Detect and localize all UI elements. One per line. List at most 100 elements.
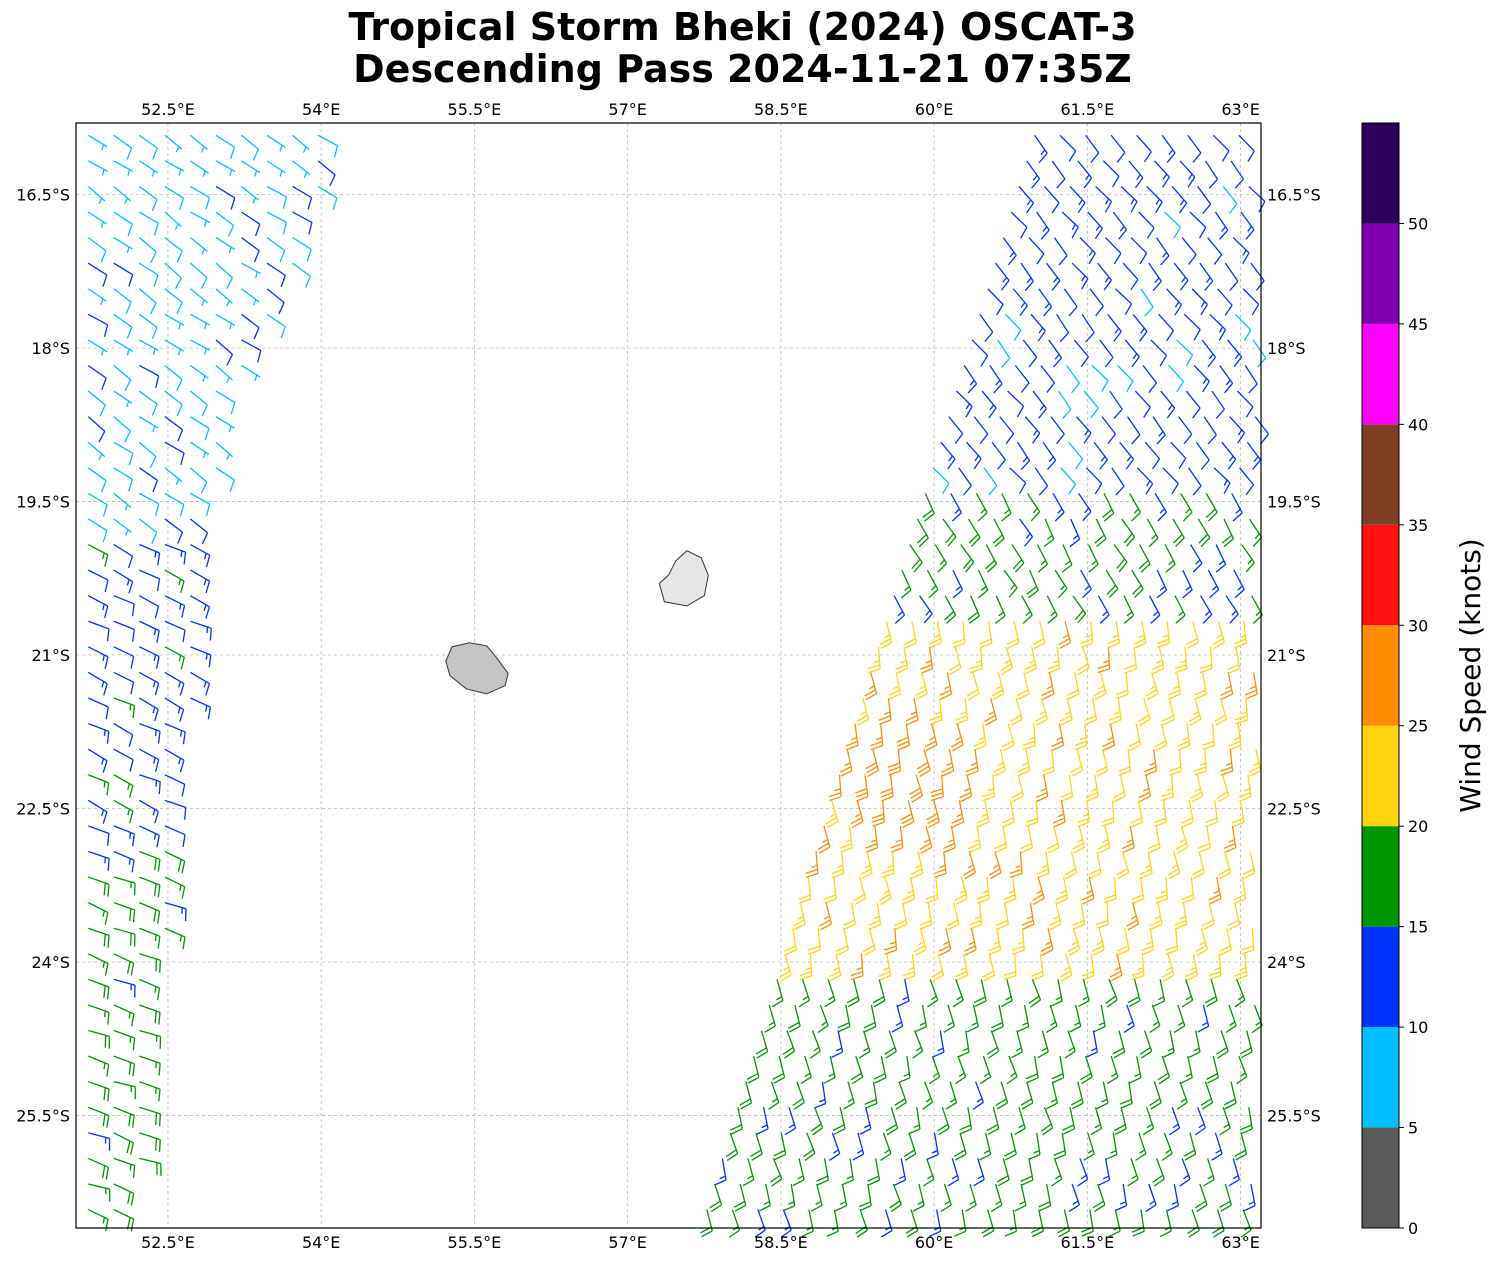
barb-half-flag — [1025, 611, 1031, 617]
barb-flag — [900, 589, 912, 599]
barb-shaft — [241, 134, 259, 150]
wind-barb — [87, 211, 108, 228]
barb-flag — [130, 1193, 135, 1206]
barb-flag — [1090, 407, 1099, 419]
barb-flag — [1156, 434, 1166, 445]
barb-flag — [1035, 791, 1048, 799]
barb-half-flag — [1231, 610, 1237, 616]
barb-flag — [1239, 795, 1252, 802]
barb-shaft — [164, 774, 185, 785]
barb-half-flag — [1237, 995, 1244, 1001]
wind-barb — [881, 851, 895, 878]
barb-flag — [966, 689, 979, 697]
wind-barb — [1207, 237, 1223, 265]
barb-flag — [1093, 1026, 1106, 1033]
barb-flag — [1117, 949, 1130, 956]
wind-barb — [955, 1055, 967, 1085]
wind-barb — [1087, 211, 1103, 240]
lat-tick-label-left: 25.5°S — [16, 1106, 70, 1125]
barb-flag — [128, 274, 134, 287]
barb-shaft — [1122, 262, 1139, 281]
barb-shaft — [1212, 134, 1230, 152]
barb-half-flag — [178, 758, 182, 765]
wind-barb — [241, 134, 260, 161]
barb-flag — [1116, 693, 1129, 700]
wind-barb — [1048, 902, 1062, 931]
barb-half-flag — [1054, 354, 1060, 360]
barb-half-flag — [203, 578, 207, 586]
barb-half-flag — [1185, 508, 1191, 514]
wind-barb — [87, 748, 108, 773]
wind-barb — [1227, 646, 1241, 675]
barb-half-flag — [1223, 1123, 1230, 1129]
wind-barb — [88, 978, 110, 1000]
wind-barb — [266, 185, 288, 210]
barb-flag — [1116, 945, 1129, 952]
barb-flag — [176, 250, 183, 263]
barb-flag — [1209, 898, 1222, 905]
barb-half-flag — [103, 1062, 106, 1070]
barb-flag — [1114, 1124, 1126, 1132]
barb-half-flag — [1044, 302, 1050, 309]
barb-flag — [179, 760, 185, 773]
barb-shaft — [1224, 262, 1239, 282]
barb-half-flag — [969, 380, 975, 386]
barb-flag — [991, 689, 1004, 697]
barb-flag — [1080, 356, 1089, 368]
barb-half-flag — [103, 781, 106, 788]
wind-barb — [1042, 441, 1057, 471]
barb-half-flag — [1152, 611, 1159, 617]
wind-barb — [1099, 339, 1114, 368]
barb-half-flag — [900, 660, 907, 664]
barb-half-flag — [102, 961, 106, 968]
barb-flag — [1061, 564, 1073, 573]
wind-barb — [1174, 595, 1186, 624]
barb-flag — [1131, 434, 1141, 445]
wind-barb — [873, 1055, 887, 1084]
wind-barb — [164, 441, 185, 466]
barb-flag — [953, 642, 966, 648]
barb-flag — [709, 1200, 721, 1209]
wind-barb — [1040, 928, 1054, 956]
barb-flag — [1026, 586, 1038, 595]
barb-flag — [886, 1127, 898, 1136]
barb-flag — [792, 919, 805, 927]
wind-barb — [1083, 390, 1099, 419]
barb-flag — [1014, 1127, 1026, 1136]
barb-flag — [739, 1098, 751, 1106]
barb-flag — [803, 1149, 814, 1158]
wind-barb — [902, 953, 916, 981]
wind-barb — [113, 1029, 136, 1051]
wind-barb — [1026, 493, 1041, 522]
barb-flag — [102, 1113, 106, 1127]
wind-barb — [914, 672, 928, 701]
barb-flag — [130, 1218, 135, 1232]
lon-tick-label-top: 58.5°E — [754, 100, 808, 119]
barb-half-flag — [887, 864, 894, 868]
barb-half-flag — [1050, 611, 1056, 617]
barb-flag — [1082, 511, 1092, 522]
barb-flag — [951, 817, 964, 824]
wind-barb — [946, 902, 960, 931]
barb-flag — [1213, 1230, 1225, 1238]
barb-flag — [279, 250, 286, 263]
wind-barb — [952, 979, 964, 1008]
wind-barb — [1102, 723, 1116, 751]
barb-flag — [895, 664, 908, 671]
barb-flag — [923, 1178, 935, 1187]
wind-barb — [1138, 544, 1151, 573]
barb-half-flag — [200, 146, 205, 153]
barb-half-flag — [908, 967, 915, 971]
barb-flag — [996, 919, 1009, 926]
wind-barb — [1085, 467, 1103, 495]
barb-flag — [1180, 1077, 1193, 1084]
barb-flag — [1144, 306, 1154, 317]
colorbar-title: Wind Speed (knots) — [1454, 538, 1487, 812]
barb-flag — [997, 459, 1006, 470]
barb-flag — [1012, 559, 1023, 570]
barb-half-flag — [178, 681, 182, 688]
barb-flag — [176, 404, 183, 417]
wind-barb — [1232, 237, 1250, 264]
wind-barb — [88, 1004, 110, 1025]
barb-flag — [952, 744, 964, 752]
